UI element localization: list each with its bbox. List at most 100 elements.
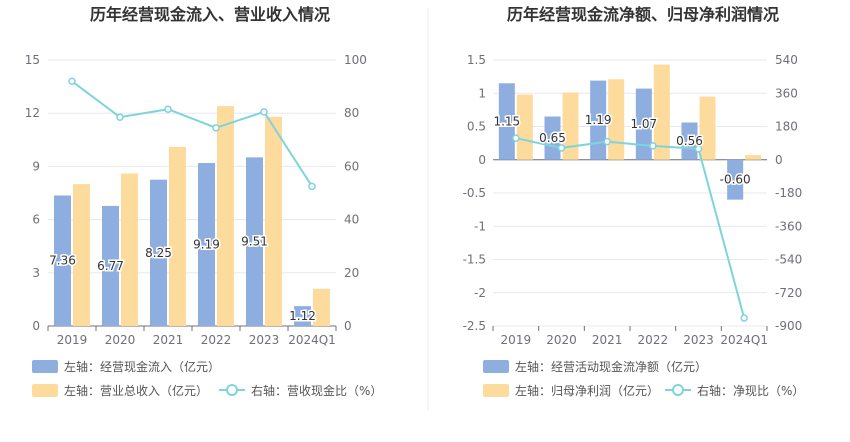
bar-primary bbox=[246, 157, 263, 326]
bar-primary bbox=[590, 80, 607, 160]
ratio-point bbox=[116, 113, 124, 121]
right-tick-label: 540 bbox=[775, 53, 798, 67]
x-tick-label: 2023 bbox=[249, 333, 280, 347]
chart-net-cash-profit: 历年经营现金流净额、归母净利润情况 -2.5-2-1.5-1-0.500.511… bbox=[463, 5, 805, 398]
legend-marker bbox=[672, 384, 684, 396]
x-tick-label: 2024Q1 bbox=[720, 333, 768, 347]
bar-secondary bbox=[217, 106, 234, 327]
legend-marker bbox=[226, 384, 238, 396]
legend-label: 右轴：营收现金比（%） bbox=[251, 383, 382, 398]
right-tick-label: -540 bbox=[775, 253, 802, 267]
left-tick-label: 15 bbox=[25, 53, 40, 67]
ratio-polyline bbox=[71, 80, 313, 187]
bar-secondary bbox=[73, 184, 90, 326]
bar-primary bbox=[294, 306, 311, 326]
legend-item-net-cash-ratio[interactable]: 右轴：净现比（%） bbox=[665, 383, 804, 398]
data-label: 1.15 bbox=[493, 115, 520, 129]
left-tick-label: 9 bbox=[32, 159, 40, 173]
bar-primary bbox=[198, 163, 215, 326]
x-tick-label: 2023 bbox=[683, 333, 714, 347]
left-tick-label: -1 bbox=[474, 219, 486, 233]
legend-label: 右轴：净现比（%） bbox=[697, 383, 804, 398]
left-tick-label: 0 bbox=[32, 319, 40, 333]
right-axis-ticks: -900 -720 -540 -360 -180 0 180 360 540 bbox=[775, 53, 802, 333]
legend-label: 左轴：经营现金流入（亿元） bbox=[64, 359, 220, 374]
x-tick-label: 2022 bbox=[638, 333, 669, 347]
x-tick-label: 2021 bbox=[592, 333, 623, 347]
ratio-point bbox=[557, 144, 566, 152]
legend: 左轴：经营现金流入（亿元） 左轴：营业总收入（亿元） 右轴：营收现金比（%） bbox=[32, 359, 382, 398]
left-tick-label: 12 bbox=[25, 106, 40, 120]
chart-cash-inflow-revenue: 历年经营现金流入、营业收入情况 0 3 6 9 12 15 0 20 40 60 80 100 7.… bbox=[25, 5, 383, 398]
bar-primary bbox=[544, 116, 561, 160]
grid-lines bbox=[48, 59, 336, 327]
legend-swatch bbox=[483, 360, 509, 373]
legend-swatch bbox=[483, 384, 509, 397]
data-label: 1.12 bbox=[289, 309, 316, 323]
right-tick-label: 40 bbox=[344, 213, 359, 227]
data-label: 1.19 bbox=[585, 113, 612, 127]
ratio-point bbox=[740, 314, 748, 322]
x-tick-label: 2019 bbox=[501, 333, 532, 347]
ratio-line bbox=[68, 77, 316, 191]
bar-secondary bbox=[699, 96, 716, 160]
ratio-point bbox=[260, 108, 268, 116]
legend-swatch bbox=[32, 360, 58, 373]
left-tick-label: -0.5 bbox=[463, 186, 486, 200]
x-tick-label: 2019 bbox=[57, 333, 88, 347]
ratio-point bbox=[694, 145, 703, 153]
legend-item-cash-inflow[interactable]: 左轴：经营现金流入（亿元） bbox=[32, 359, 220, 374]
legend-label: 左轴：营业总收入（亿元） bbox=[64, 383, 208, 398]
left-axis-ticks: 0 3 6 9 12 15 bbox=[25, 53, 40, 333]
left-tick-label: 6 bbox=[32, 213, 40, 227]
data-label: 1.07 bbox=[630, 117, 657, 131]
left-tick-label: 0 bbox=[478, 153, 486, 167]
left-tick-label: 1.5 bbox=[467, 53, 486, 67]
ratio-point bbox=[512, 134, 520, 142]
right-tick-label: -720 bbox=[775, 286, 802, 300]
bar-secondary bbox=[265, 116, 282, 326]
bar-secondary bbox=[745, 155, 762, 160]
left-tick-label: 3 bbox=[32, 266, 40, 280]
x-axis-ticks: 2019 2020 2021 2022 2023 2024Q1 bbox=[47, 326, 337, 347]
x-tick-label: 2024Q1 bbox=[288, 333, 336, 347]
right-tick-label: -900 bbox=[775, 319, 802, 333]
ratio-point bbox=[308, 182, 316, 191]
right-tick-label: -360 bbox=[775, 219, 802, 233]
x-tick-label: 2020 bbox=[105, 333, 136, 347]
data-label: -0.60 bbox=[720, 173, 751, 187]
bar-primary bbox=[150, 179, 167, 326]
ratio-point bbox=[68, 77, 76, 86]
data-label: 6.77 bbox=[97, 259, 124, 273]
left-tick-label: 1 bbox=[478, 86, 486, 100]
data-label: 0.56 bbox=[676, 134, 703, 148]
data-labels: 1.15 0.65 1.19 1.07 0.56 -0.60 bbox=[492, 112, 752, 189]
right-tick-label: 80 bbox=[344, 106, 359, 120]
legend-item-revenue[interactable]: 左轴：营业总收入（亿元） bbox=[32, 383, 208, 398]
legend-item-ratio[interactable]: 右轴：营收现金比（%） bbox=[219, 383, 382, 398]
bar-primary bbox=[727, 159, 744, 200]
bar-primary bbox=[54, 195, 71, 326]
data-label: 7.36 bbox=[49, 254, 76, 268]
legend-item-net-cash[interactable]: 左轴：经营活动现金流净额（亿元） bbox=[483, 359, 707, 374]
bar-secondary bbox=[516, 94, 533, 160]
legend: 左轴：经营活动现金流净额（亿元） 左轴：归母净利润（亿元） 右轴：净现比（%） bbox=[483, 359, 804, 398]
bar-secondary bbox=[169, 146, 186, 326]
ratio-line bbox=[512, 134, 748, 322]
chart-title: 历年经营现金流入、营业收入情况 bbox=[90, 5, 330, 24]
right-tick-label: -180 bbox=[775, 186, 802, 200]
right-tick-label: 180 bbox=[775, 120, 798, 134]
right-tick-label: 100 bbox=[344, 53, 367, 67]
ratio-polyline bbox=[515, 137, 746, 319]
bar-secondary bbox=[653, 64, 670, 160]
ratio-point bbox=[212, 124, 220, 132]
left-tick-label: 0.5 bbox=[467, 120, 486, 134]
bar-secondary bbox=[313, 288, 330, 326]
left-axis-ticks: -2.5 -2 -1.5 -1 -0.5 0 0.5 1 1.5 bbox=[463, 53, 486, 333]
bar-primary bbox=[498, 83, 515, 160]
legend-item-net-profit[interactable]: 左轴：归母净利润（亿元） bbox=[483, 383, 659, 398]
data-label: 8.25 bbox=[145, 246, 172, 260]
ratio-point bbox=[603, 137, 611, 146]
